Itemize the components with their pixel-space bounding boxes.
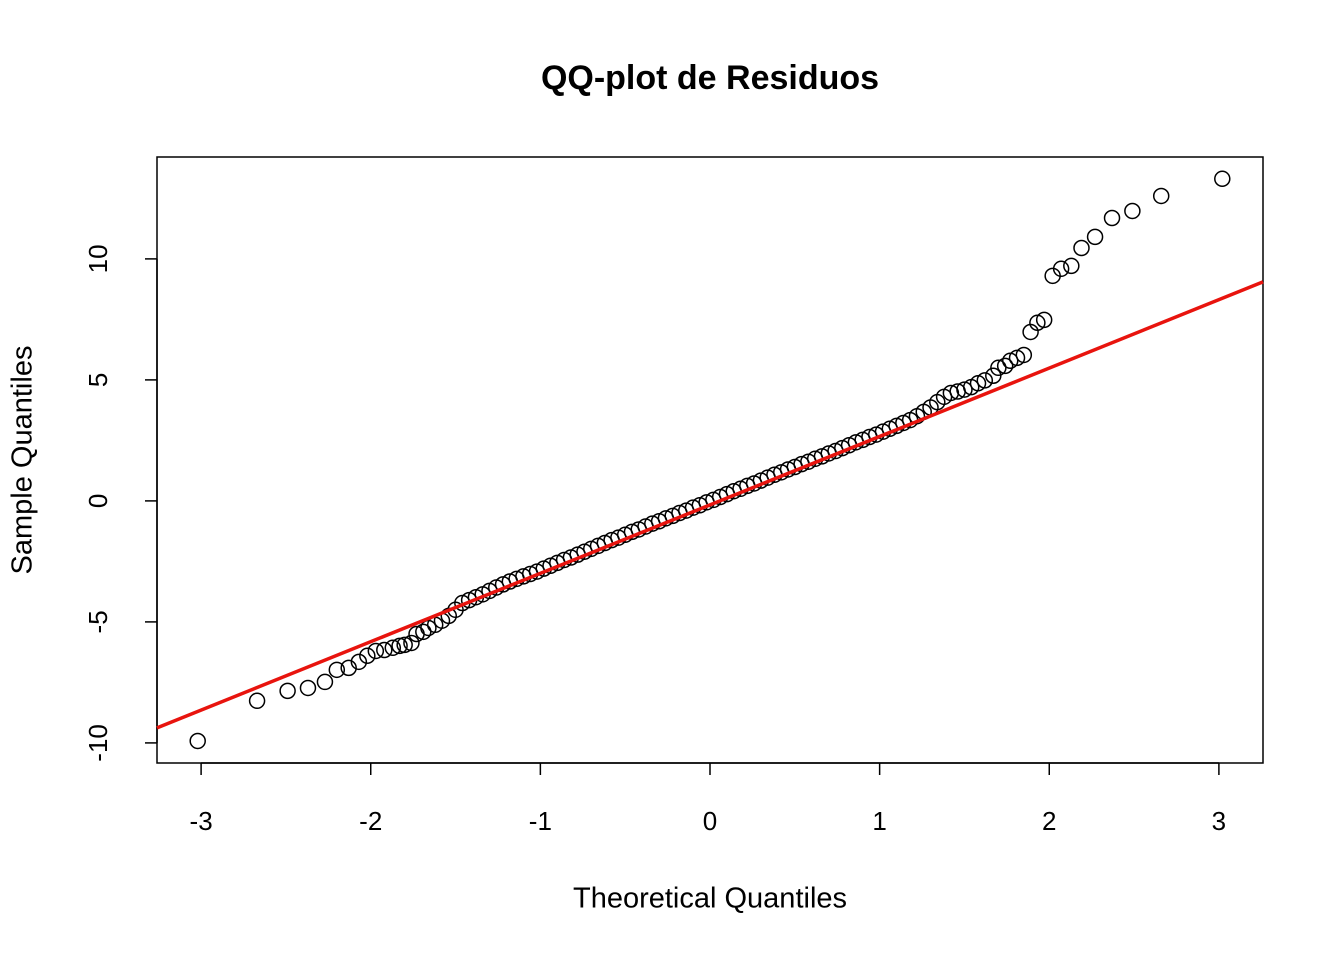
x-tick-label: 0	[703, 806, 717, 836]
point	[1015, 346, 1033, 364]
point	[340, 659, 357, 677]
point	[976, 372, 994, 389]
y-axis-label: Sample Quantiles	[7, 346, 39, 575]
point	[1103, 209, 1121, 227]
point	[279, 682, 296, 700]
point	[391, 637, 408, 655]
point	[990, 359, 1007, 377]
point	[985, 367, 1002, 385]
point	[189, 732, 206, 750]
point	[1086, 228, 1104, 246]
chart-title: QQ-plot de Residuos	[541, 59, 879, 97]
y-tick-label: 0	[83, 494, 113, 508]
point	[415, 623, 432, 641]
point	[328, 661, 346, 679]
point	[403, 634, 420, 652]
x-axis-label: Theoretical Quantiles	[573, 883, 847, 915]
point	[316, 673, 334, 691]
point	[350, 653, 368, 671]
point	[1124, 202, 1141, 220]
plot-frame	[156, 156, 1264, 764]
point	[359, 647, 376, 665]
point	[396, 636, 413, 654]
point	[996, 357, 1014, 375]
x-tick-label: 1	[872, 806, 886, 836]
point	[376, 641, 393, 659]
point	[1214, 170, 1231, 188]
point	[367, 642, 385, 660]
point	[1152, 187, 1170, 205]
point	[1052, 260, 1070, 278]
point	[1063, 257, 1080, 275]
reference-line	[156, 280, 1264, 730]
x-tick-label: -2	[359, 806, 382, 836]
y-tick-label: -5	[83, 610, 113, 633]
x-tick-label: -1	[529, 806, 552, 836]
point	[1073, 239, 1090, 257]
y-tick-label: 5	[83, 373, 113, 387]
point	[384, 639, 402, 657]
y-tick-label: -10	[83, 724, 113, 762]
x-tick-label: -3	[190, 806, 213, 836]
y-tick-label: 10	[83, 244, 113, 273]
point	[299, 679, 317, 697]
point	[956, 381, 973, 398]
x-tick-label: 3	[1212, 806, 1226, 836]
x-tick-label: 2	[1042, 806, 1056, 836]
point	[248, 692, 266, 710]
point	[1035, 311, 1053, 329]
